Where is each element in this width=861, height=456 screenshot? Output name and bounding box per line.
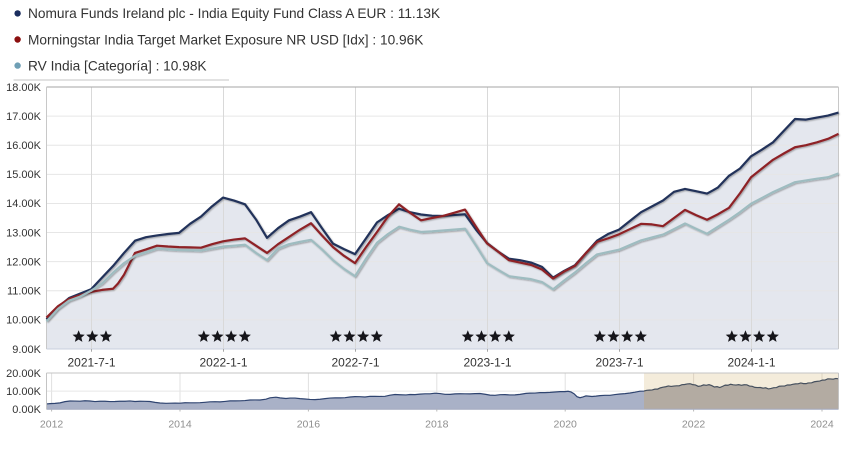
svg-text:2023-7-1: 2023-7-1 bbox=[595, 355, 643, 369]
svg-text:0.00K: 0.00K bbox=[12, 404, 41, 416]
svg-text:2012: 2012 bbox=[40, 418, 64, 430]
svg-text:10.00K: 10.00K bbox=[6, 315, 42, 327]
svg-text:15.00K: 15.00K bbox=[6, 169, 42, 181]
svg-text:17.00K: 17.00K bbox=[6, 111, 42, 123]
svg-text:16.00K: 16.00K bbox=[6, 140, 42, 152]
svg-text:Nomura Funds Ireland plc - Ind: Nomura Funds Ireland plc - India Equity … bbox=[28, 6, 440, 21]
svg-text:2024: 2024 bbox=[810, 418, 834, 430]
svg-text:2018: 2018 bbox=[425, 418, 449, 430]
svg-text:12.00K: 12.00K bbox=[6, 256, 42, 268]
svg-text:2024-1-1: 2024-1-1 bbox=[727, 355, 775, 369]
svg-text:2016: 2016 bbox=[297, 418, 321, 430]
svg-text:2023-1-1: 2023-1-1 bbox=[463, 355, 511, 369]
svg-text:11.00K: 11.00K bbox=[7, 286, 42, 298]
svg-text:10.00K: 10.00K bbox=[6, 386, 42, 398]
svg-text:2021-7-1: 2021-7-1 bbox=[67, 355, 115, 369]
svg-text:2020: 2020 bbox=[554, 418, 578, 430]
svg-text:2022-1-1: 2022-1-1 bbox=[199, 355, 247, 369]
svg-text:20.00K: 20.00K bbox=[6, 368, 42, 380]
svg-text:RV India [Categoría] : 10.98K: RV India [Categoría] : 10.98K bbox=[28, 58, 207, 73]
svg-text:2022: 2022 bbox=[682, 418, 706, 430]
svg-text:2014: 2014 bbox=[168, 418, 192, 430]
svg-text:9.00K: 9.00K bbox=[12, 344, 41, 356]
svg-text:18.00K: 18.00K bbox=[6, 82, 42, 94]
svg-text:2022-7-1: 2022-7-1 bbox=[331, 355, 379, 369]
svg-text:14.00K: 14.00K bbox=[6, 198, 42, 210]
svg-text:Morningstar India Target Marke: Morningstar India Target Market Exposure… bbox=[28, 32, 423, 47]
svg-text:13.00K: 13.00K bbox=[6, 227, 42, 239]
